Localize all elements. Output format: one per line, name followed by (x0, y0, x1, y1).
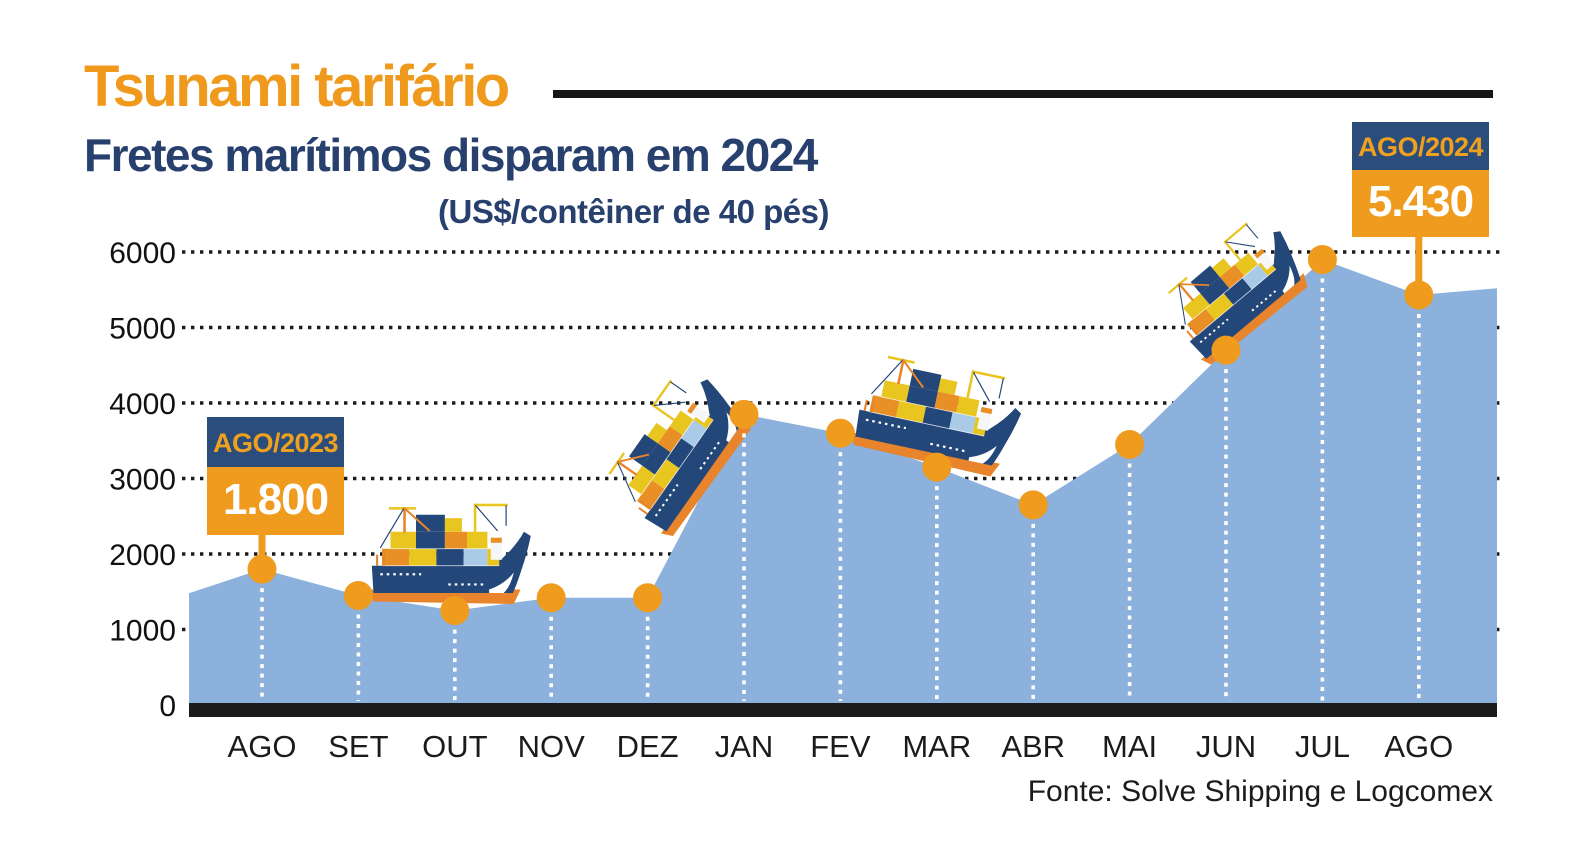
source-credit: Fonte: Solve Shipping e Logcomex (1027, 775, 1493, 808)
data-point-OUT-2 (440, 596, 470, 626)
y-tick-label: 1000 (109, 615, 176, 648)
data-point-JUL-11 (1307, 245, 1337, 275)
badge-ago-2024: AGO/2024 5.430 (1352, 122, 1489, 237)
x-axis-label-12: AGO (1384, 729, 1453, 764)
x-axis-label-8: ABR (1001, 729, 1065, 764)
x-axis-label-11: JUL (1295, 729, 1350, 764)
y-tick-label: 4000 (109, 388, 176, 421)
x-axis-label-6: FEV (810, 729, 871, 764)
data-point-AGO-0 (247, 554, 277, 584)
badge-value: 5.430 (1352, 170, 1489, 237)
badge-period: AGO/2023 (207, 417, 344, 467)
data-points (247, 245, 1434, 626)
subtitle: Fretes marítimos disparam em 2024 (84, 129, 818, 181)
y-tick-label: 3000 (109, 464, 176, 497)
data-point-MAI-9 (1115, 430, 1145, 460)
y-tick-label: 5000 (109, 313, 176, 346)
data-point-JAN-5 (729, 399, 759, 429)
x-axis-label-0: AGO (228, 729, 297, 764)
unit-label: (US$/contêiner de 40 pés) (438, 193, 829, 230)
data-point-SET-1 (343, 581, 373, 611)
x-axis-label-9: MAI (1102, 729, 1157, 764)
area-series (189, 259, 1497, 707)
badge-period: AGO/2024 (1352, 122, 1489, 170)
data-point-JUN-10 (1211, 335, 1241, 365)
x-axis-label-3: NOV (518, 729, 586, 764)
badge-ago-2023: AGO/2023 1.800 (207, 417, 344, 535)
y-tick-label: 6000 (109, 237, 176, 270)
y-tick-label: 2000 (109, 539, 176, 572)
data-point-DEZ-4 (633, 583, 663, 613)
x-axis-labels: AGO SET OUT NOV DEZ JAN FEV MAR ABR MAI JUN JUL AGO (228, 729, 1454, 764)
x-axis-label-10: JUN (1196, 729, 1256, 764)
x-axis-bar (189, 703, 1497, 717)
y-tick-label: 0 (159, 690, 176, 723)
data-point-NOV-3 (536, 583, 566, 613)
data-point-FEV-6 (825, 418, 855, 448)
x-axis-label-2: OUT (422, 729, 488, 764)
data-point-MAR-7 (922, 452, 952, 482)
data-point-ABR-8 (1018, 490, 1048, 520)
drop-lines (260, 259, 1421, 701)
data-point-AGO-12 (1404, 280, 1434, 310)
y-axis-labels: 0 1000 2000 3000 4000 5000 6000 (109, 237, 176, 723)
x-axis-label-1: SET (328, 729, 388, 764)
title-rule (553, 90, 1493, 98)
x-axis-label-4: DEZ (617, 729, 679, 764)
x-axis-label-5: JAN (715, 729, 774, 764)
badge-value: 1.800 (207, 467, 344, 535)
x-axis-label-7: MAR (902, 729, 971, 764)
page-title: Tsunami tarifário (84, 54, 510, 119)
